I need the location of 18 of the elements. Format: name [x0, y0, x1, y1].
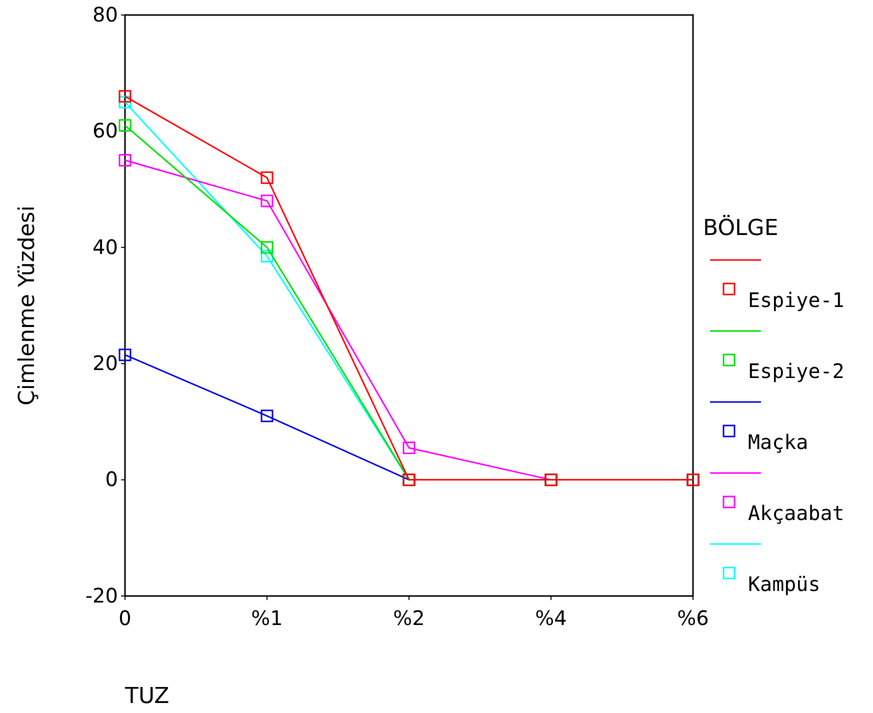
legend-title: BÖLGE [703, 214, 778, 241]
legend-label: Kampüs [748, 572, 820, 596]
y-tick-label: 20 [92, 351, 118, 375]
legend-label: Akçaabat [748, 501, 844, 525]
x-axis-title: TUZ [124, 684, 170, 709]
legend-label: Maçka [748, 430, 808, 454]
x-tick-label: %4 [535, 606, 567, 630]
y-tick-label: 60 [92, 118, 118, 143]
y-tick-label: 40 [92, 234, 118, 259]
x-tick-label: %1 [251, 606, 283, 630]
legend-label: Espiye-2 [748, 359, 844, 383]
y-tick-label: 80 [92, 2, 118, 26]
y-tick-label: -20 [85, 583, 118, 608]
y-tick-label: 0 [105, 467, 118, 492]
x-tick-label: %6 [677, 606, 709, 630]
x-tick-label: %2 [393, 606, 425, 630]
y-axis-title: Çimlenme Yüzdesi [15, 206, 40, 406]
legend-label: Espiye-1 [748, 288, 844, 312]
